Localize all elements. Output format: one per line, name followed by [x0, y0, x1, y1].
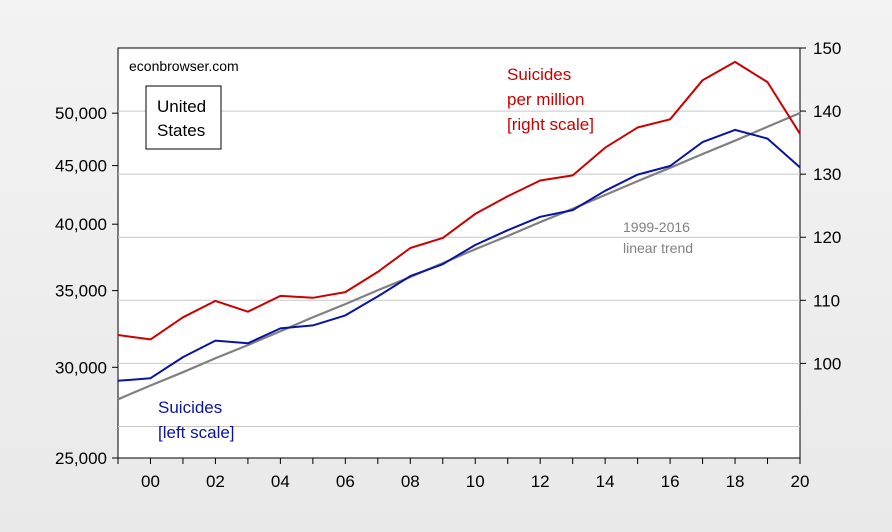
x-tick-label: 14: [596, 472, 615, 491]
x-tick-label: 00: [141, 472, 160, 491]
right-axis: 100 110 120 130 140 150: [800, 39, 841, 373]
left-tick-label: 35,000: [55, 282, 107, 301]
country-box: [145, 85, 222, 150]
country-label-line-2: States: [157, 121, 205, 140]
x-tick-label: 10: [466, 472, 485, 491]
x-tick-label: 18: [726, 472, 745, 491]
right-tick-label: 120: [813, 228, 841, 247]
x-tick-label: 06: [336, 472, 355, 491]
red-series-label-line-3: [right scale]: [507, 115, 594, 134]
x-tick-label: 20: [791, 472, 810, 491]
x-axis: 00 02 04 06 08 10 12 14 16 18 20: [117, 458, 810, 491]
blue-series-label-line-2: [left scale]: [158, 423, 235, 442]
x-tick-label: 12: [531, 472, 550, 491]
red-series-label-line-2: per million: [507, 90, 584, 109]
left-tick-label: 40,000: [55, 215, 107, 234]
red-series-label-line-1: Suicides: [507, 65, 571, 84]
x-tick-label: 02: [206, 472, 225, 491]
right-tick-label: 150: [813, 39, 841, 58]
left-tick-label: 45,000: [55, 157, 107, 176]
country-label-line-1: United: [157, 97, 206, 116]
left-tick-label: 30,000: [55, 358, 107, 377]
trend-label-line-2: linear trend: [623, 240, 693, 256]
x-tick-label: 04: [271, 472, 290, 491]
right-tick-label: 130: [813, 165, 841, 184]
x-tick-label: 16: [661, 472, 680, 491]
right-tick-label: 100: [813, 354, 841, 373]
gridlines: [118, 110, 800, 427]
blue-series-label-line-1: Suicides: [158, 398, 222, 417]
right-tick-label: 110: [813, 291, 840, 310]
source-label: econbrowser.com: [129, 58, 239, 74]
suicides-per-million-line: [117, 60, 801, 341]
left-tick-label: 25,000: [55, 449, 107, 468]
right-tick-label: 140: [813, 102, 841, 121]
suicides-count-line: [117, 128, 801, 382]
series-layer: [117, 60, 801, 401]
x-tick-label: 08: [401, 472, 420, 491]
linear-trend-line: [117, 111, 801, 401]
plot-area: [117, 47, 801, 459]
left-tick-label: 50,000: [55, 104, 107, 123]
left-axis: 25,000 30,000 35,000 40,000 45,000 50,000: [55, 104, 118, 468]
trend-label-line-1: 1999-2016: [623, 219, 690, 235]
